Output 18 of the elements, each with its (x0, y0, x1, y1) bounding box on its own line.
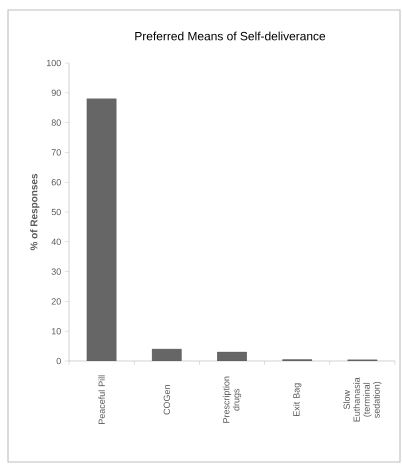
y-tick-label: 100 (46, 60, 61, 66)
y-tick-label: 50 (52, 208, 61, 216)
y-tick-label: 10 (52, 328, 61, 334)
y-tick-label: 30 (52, 268, 61, 275)
x-tick-label: Prescription drugs (222, 376, 242, 423)
y-tick-label: 70 (52, 149, 61, 156)
y-tick-label: 20 (52, 298, 61, 305)
y-tick-label: 0 (56, 358, 61, 364)
y-tick-label: 90 (52, 90, 61, 96)
x-tick-label: Exit Bag (293, 383, 302, 416)
x-tick-label: Peaceful Pill (98, 375, 105, 424)
x-tick-label: COGen (164, 385, 170, 415)
chart-title: Preferred Means of Self-deliverance (135, 32, 326, 40)
y-tick-label: 60 (52, 179, 61, 186)
y-tick-label: 40 (51, 238, 61, 245)
x-tick-label: Slow Euthanasia (terminal sedation) (343, 377, 382, 422)
y-tick-label: 80 (52, 119, 61, 126)
y-axis-title: % of Responses (30, 174, 40, 250)
